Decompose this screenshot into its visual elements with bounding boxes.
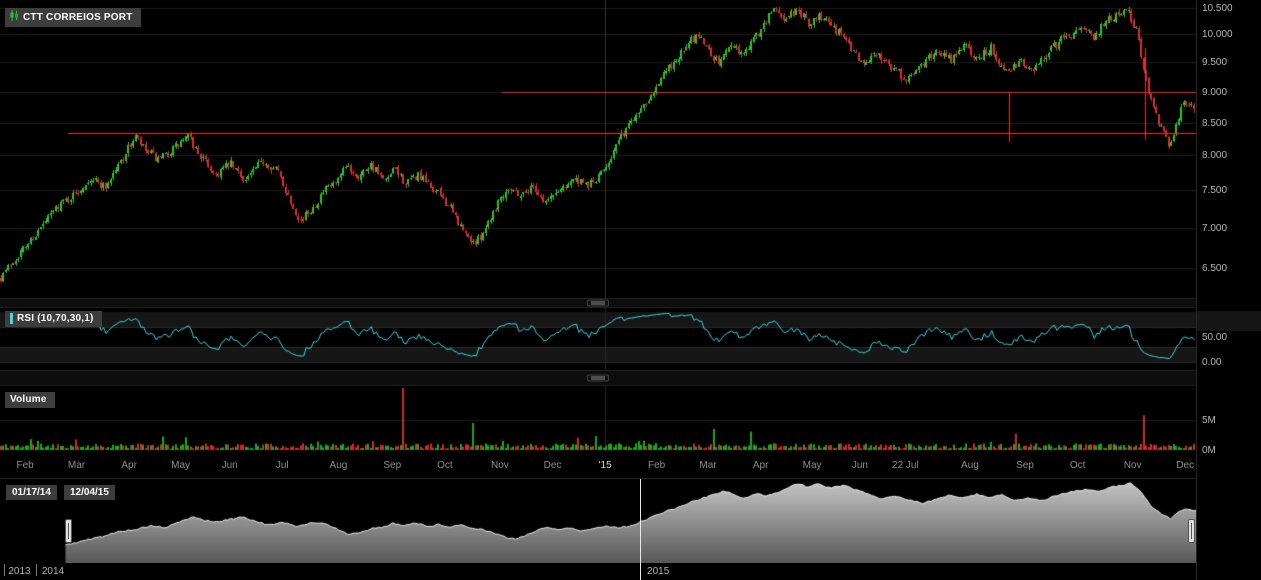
- year-label: 2014: [41, 566, 65, 577]
- price-tick-label: 8.000: [1202, 150, 1228, 161]
- rsi-panel: RSI (10,70,30,1): [0, 308, 1196, 370]
- volume-tick-label: 0M: [1202, 445, 1216, 456]
- time-axis-label: Dec: [1176, 460, 1195, 471]
- price-tick-label: 6.500: [1202, 263, 1228, 274]
- time-axis-label: 22 Jul: [892, 460, 919, 471]
- year-tick: [36, 564, 37, 576]
- panel-separator: [0, 298, 1196, 308]
- price-tick-label: 9.500: [1202, 57, 1228, 68]
- price-tick-label: 10.500: [1202, 3, 1233, 14]
- volume-label: Volume: [10, 394, 47, 405]
- year-divider-line: [640, 479, 641, 580]
- year-axis: 2013 2014 2015: [0, 563, 1196, 580]
- nav-left-handle[interactable]: [65, 519, 72, 543]
- rsi-line-icon: [10, 313, 13, 324]
- range-end-tag[interactable]: 12/04/15: [64, 485, 115, 500]
- year-label: 2013: [8, 566, 31, 577]
- resize-grip[interactable]: [587, 374, 609, 382]
- symbol-label: CTT CORREIOS PORT: [23, 11, 133, 23]
- rsi-axis-band: [1197, 311, 1261, 331]
- year-tick: [4, 564, 5, 576]
- year-label: 2015: [647, 566, 670, 577]
- time-axis-label: Oct: [1069, 460, 1086, 471]
- volume-panel: Volume: [0, 386, 1196, 452]
- range-navigator: 01/17/14 12/04/15 2013 2014 2015: [0, 478, 1196, 580]
- time-axis-label: May: [802, 460, 822, 471]
- resize-grip[interactable]: [587, 299, 609, 307]
- rsi-label: RSI (10,70,30,1): [17, 313, 94, 324]
- time-axis-label: '15: [598, 460, 612, 471]
- time-axis-label: Nov: [491, 460, 509, 471]
- time-axis-label: Sep: [1016, 460, 1034, 471]
- rsi-tag[interactable]: RSI (10,70,30,1): [5, 311, 102, 327]
- time-axis-label: Mar: [67, 460, 86, 471]
- time-axis-label: Dec: [543, 460, 562, 471]
- time-axis-label: Nov: [1123, 460, 1142, 471]
- time-axis-label: May: [171, 460, 191, 471]
- volume-tag[interactable]: Volume: [5, 392, 55, 408]
- time-axis-label: Aug: [329, 460, 348, 471]
- time-axis-label: Sep: [383, 460, 402, 471]
- time-axis-label: Apr: [121, 460, 137, 471]
- symbol-tag[interactable]: CTT CORREIOS PORT: [5, 8, 141, 27]
- navigator-canvas[interactable]: [0, 479, 1196, 563]
- price-tick-label: 10.000: [1202, 29, 1233, 40]
- price-chart-canvas[interactable]: [0, 0, 1196, 298]
- rsi-tick-label: 50.00: [1202, 332, 1228, 343]
- rsi-chart-canvas[interactable]: [0, 308, 1196, 370]
- price-axis[interactable]: 10.500 10.000 9.500 9.000 8.500 8.000 7.500 7.0…: [1196, 0, 1261, 580]
- rsi-tick-label: 0.00: [1202, 357, 1222, 368]
- time-axis[interactable]: Feb Mar Apr May Jun Jul Aug Sep Oct Nov Dec '15 Feb M…: [0, 452, 1196, 478]
- time-axis-label: Oct: [437, 460, 453, 471]
- volume-tick-label: 5M: [1202, 415, 1216, 426]
- price-tick-label: 9.000: [1202, 87, 1228, 98]
- time-axis-label: Apr: [752, 460, 769, 471]
- time-axis-label: Jun: [221, 460, 238, 471]
- time-axis-label: Feb: [647, 460, 666, 471]
- volume-chart-canvas[interactable]: [0, 386, 1196, 452]
- time-axis-label: Feb: [16, 460, 34, 471]
- candlestick-icon: [10, 10, 19, 24]
- nav-right-handle[interactable]: [1188, 519, 1195, 543]
- price-panel: CTT CORREIOS PORT: [0, 0, 1196, 298]
- price-tick-label: 7.000: [1202, 223, 1228, 234]
- chart-column: CTT CORREIOS PORT RSI (10,70,30,1) Volum…: [0, 0, 1196, 580]
- time-axis-label: Jul: [275, 460, 289, 471]
- panel-separator: [0, 370, 1196, 386]
- time-axis-label: Jun: [851, 460, 868, 471]
- time-axis-label: Mar: [699, 460, 717, 471]
- price-tick-label: 8.500: [1202, 118, 1228, 129]
- price-tick-label: 7.500: [1202, 185, 1228, 196]
- time-axis-label: Aug: [961, 460, 979, 471]
- range-start-tag[interactable]: 01/17/14: [6, 485, 57, 500]
